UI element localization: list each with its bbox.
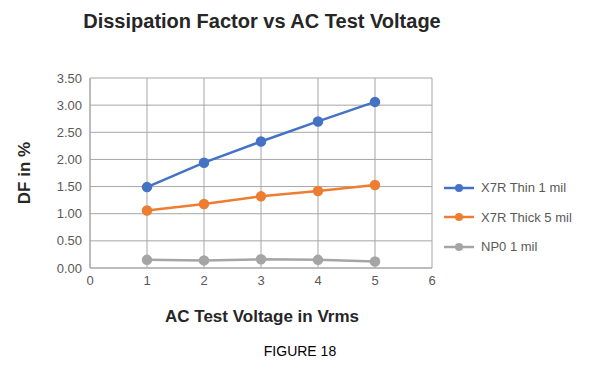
svg-text:1.50: 1.50 — [57, 179, 82, 194]
svg-text:3: 3 — [257, 273, 264, 288]
svg-text:4: 4 — [314, 273, 321, 288]
html-text:DF in %: DF in % — [15, 141, 34, 205]
svg-text:2.50: 2.50 — [57, 125, 82, 140]
svg-text:0: 0 — [86, 273, 93, 288]
svg-text:2: 2 — [200, 273, 207, 288]
html-text:Dissipation Factor vs AC Test: Dissipation Factor vs AC Test Voltage — [83, 10, 441, 32]
svg-text:3.00: 3.00 — [57, 98, 82, 113]
html-text:AC Test Voltage in Vrms: AC Test Voltage in Vrms — [165, 307, 359, 326]
svg-text:2.00: 2.00 — [57, 152, 82, 167]
svg-text:0.50: 0.50 — [57, 233, 82, 248]
html-text:X7R Thick 5 mil: X7R Thick 5 mil — [481, 209, 572, 225]
svg-text:6: 6 — [428, 273, 435, 288]
html-text:X7R Thin 1 mil: X7R Thin 1 mil — [481, 180, 566, 196]
svg-text:0.00: 0.00 — [57, 261, 82, 276]
svg-text:5: 5 — [371, 273, 378, 288]
svg-text:1.00: 1.00 — [57, 206, 82, 221]
svg-text:1: 1 — [143, 273, 150, 288]
svg-text:3.50: 3.50 — [57, 71, 82, 86]
html-text:FIGURE 18: FIGURE 18 — [263, 343, 337, 359]
html-text:NP0 1 mil: NP0 1 mil — [481, 239, 538, 255]
